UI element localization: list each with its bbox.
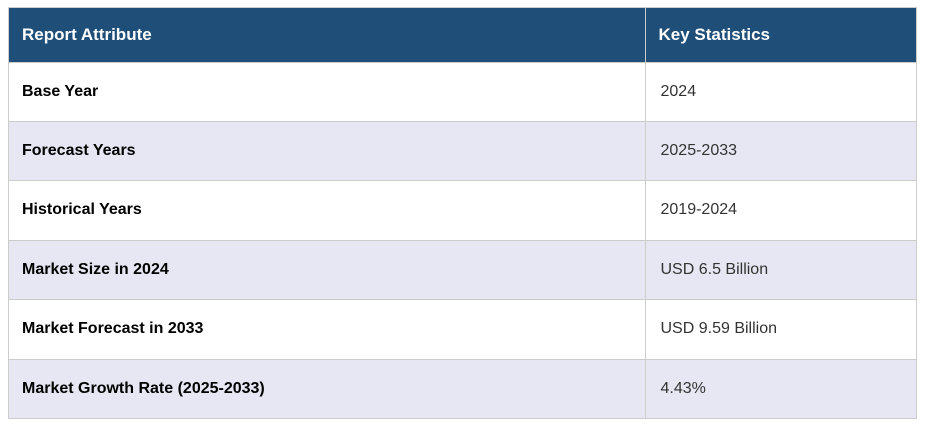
- statistic-cell: 4.43%: [644, 358, 917, 419]
- attribute-cell: Historical Years: [8, 180, 646, 241]
- column-header-key-statistics: Key Statistics: [644, 7, 917, 63]
- table-row: Market Forecast in 2033 USD 9.59 Billion: [8, 299, 917, 360]
- header-row: Report Attribute Key Statistics: [8, 7, 917, 63]
- statistic-cell: USD 6.5 Billion: [644, 239, 917, 301]
- table-row: Market Size in 2024 USD 6.5 Billion: [8, 239, 917, 301]
- attribute-cell: Forecast Years: [8, 120, 646, 182]
- attribute-cell: Market Size in 2024: [8, 239, 646, 301]
- report-summary-table: Report Attribute Key Statistics Base Yea…: [8, 7, 917, 419]
- table-header: Report Attribute Key Statistics: [8, 7, 917, 63]
- statistic-cell: USD 9.59 Billion: [644, 299, 917, 360]
- table-row: Base Year 2024: [8, 61, 917, 122]
- attribute-cell: Base Year: [8, 61, 646, 122]
- column-header-report-attribute: Report Attribute: [8, 7, 646, 63]
- attribute-cell: Market Growth Rate (2025-2033): [8, 358, 646, 419]
- attribute-cell: Market Forecast in 2033: [8, 299, 646, 360]
- table-row: Historical Years 2019-2024: [8, 180, 917, 241]
- statistic-cell: 2024: [644, 61, 917, 122]
- table-row: Market Growth Rate (2025-2033) 4.43%: [8, 358, 917, 419]
- statistic-cell: 2025-2033: [644, 120, 917, 182]
- table-row: Forecast Years 2025-2033: [8, 120, 917, 182]
- table-body: Base Year 2024 Forecast Years 2025-2033 …: [8, 61, 917, 419]
- statistic-cell: 2019-2024: [644, 180, 917, 241]
